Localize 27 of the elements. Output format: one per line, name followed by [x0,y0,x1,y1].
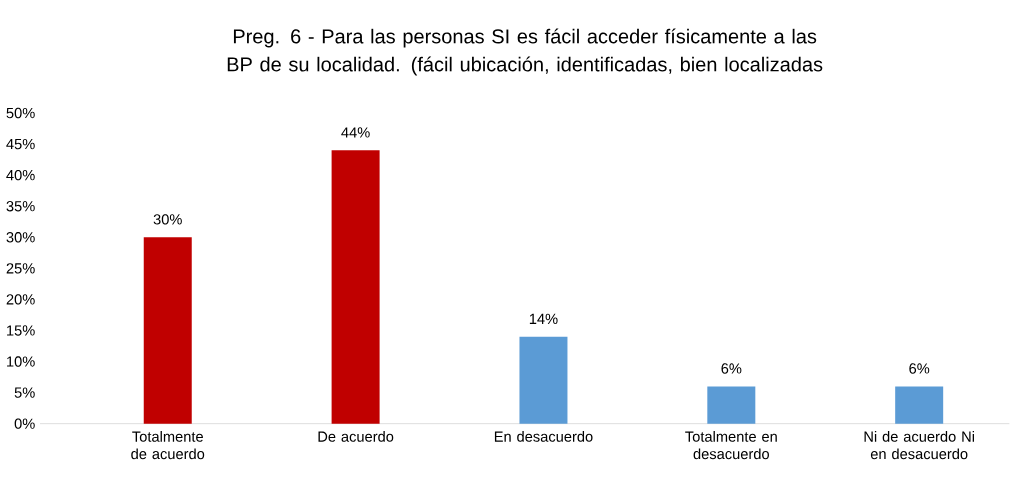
x-tick-label: En desacuerdo [494,431,593,442]
y-tick-label: 40% [6,169,35,181]
bar [143,237,192,424]
y-tick-label: 5% [14,387,35,398]
y-tick-label: 30% [6,232,35,243]
data-label: 14% [529,313,558,324]
y-tick-label: 45% [6,138,35,150]
data-label: 30% [153,214,182,225]
y-tick-label: 20% [6,294,35,305]
bar [331,150,380,424]
data-label: 6% [909,363,930,374]
chart-title: Preg. 6 - Para las personas SI es fácil acceder físicamente a las BP de su localidad. (fácil ubicación, identificadas, bien localizadas [227,28,823,76]
bar [519,336,568,424]
y-tick-label: 10% [7,356,35,367]
x-tick-label: Ni de acuerdo Ni en desacuerdo [864,431,974,460]
data-label: 44% [341,127,370,138]
y-tick-label: 25% [6,263,35,274]
y-tick-label: 15% [7,325,35,336]
x-tick-label: Totalmente en desacuerdo [685,431,777,460]
y-tick-label: 50% [6,107,35,119]
bar [895,386,944,424]
y-tick-label: 0% [14,418,35,429]
bar [707,386,756,424]
y-tick-label: 35% [6,201,35,212]
x-tick-label: De acuerdo [318,431,394,442]
data-label: 6% [721,363,742,374]
x-tick-label: Totalmente de acuerdo [131,431,205,460]
